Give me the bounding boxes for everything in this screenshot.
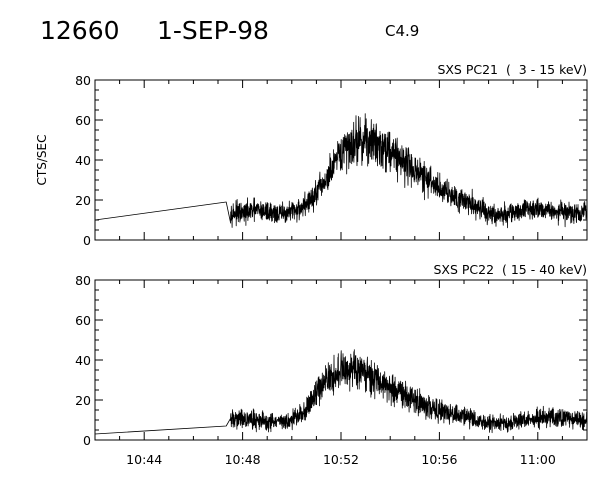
observation-date: 1-SEP-98 <box>157 16 269 45</box>
y-tick-label: 60 <box>75 113 91 128</box>
panel-1: SXS PC21 ( 3 - 15 keV) CTS/SEC 0 20 40 60 80 <box>35 62 588 248</box>
y-tick-label: 40 <box>75 353 91 368</box>
panel-title: SXS PC21 ( 3 - 15 keV) <box>437 62 587 77</box>
y-tick-label: 20 <box>75 393 91 408</box>
x-tick-label: 10:48 <box>225 452 261 467</box>
x-tick-label: 10:56 <box>421 452 457 467</box>
x-tick-label: 10:52 <box>323 452 359 467</box>
x-tick-label: 11:00 <box>520 452 556 467</box>
y-tick-label: 80 <box>75 73 91 88</box>
y-axis-label: CTS/SEC <box>35 135 49 186</box>
flare-class: C4.9 <box>385 22 420 40</box>
y-tick-label: 80 <box>75 273 91 288</box>
y-tick-label: 20 <box>75 193 91 208</box>
panel-title: SXS PC22 ( 15 - 40 keV) <box>433 262 587 277</box>
y-tick-label: 60 <box>75 313 91 328</box>
x-tick-label: 10:44 <box>126 452 162 467</box>
panel-2: SXS PC22 ( 15 - 40 keV) 0 20 40 60 80 10:44 10:… <box>75 262 588 467</box>
series-line <box>94 113 588 229</box>
y-tick-label: 0 <box>83 433 91 448</box>
y-tick-label: 0 <box>83 233 91 248</box>
series-line <box>94 349 588 435</box>
event-id: 12660 <box>40 16 120 45</box>
y-tick-label: 40 <box>75 153 91 168</box>
